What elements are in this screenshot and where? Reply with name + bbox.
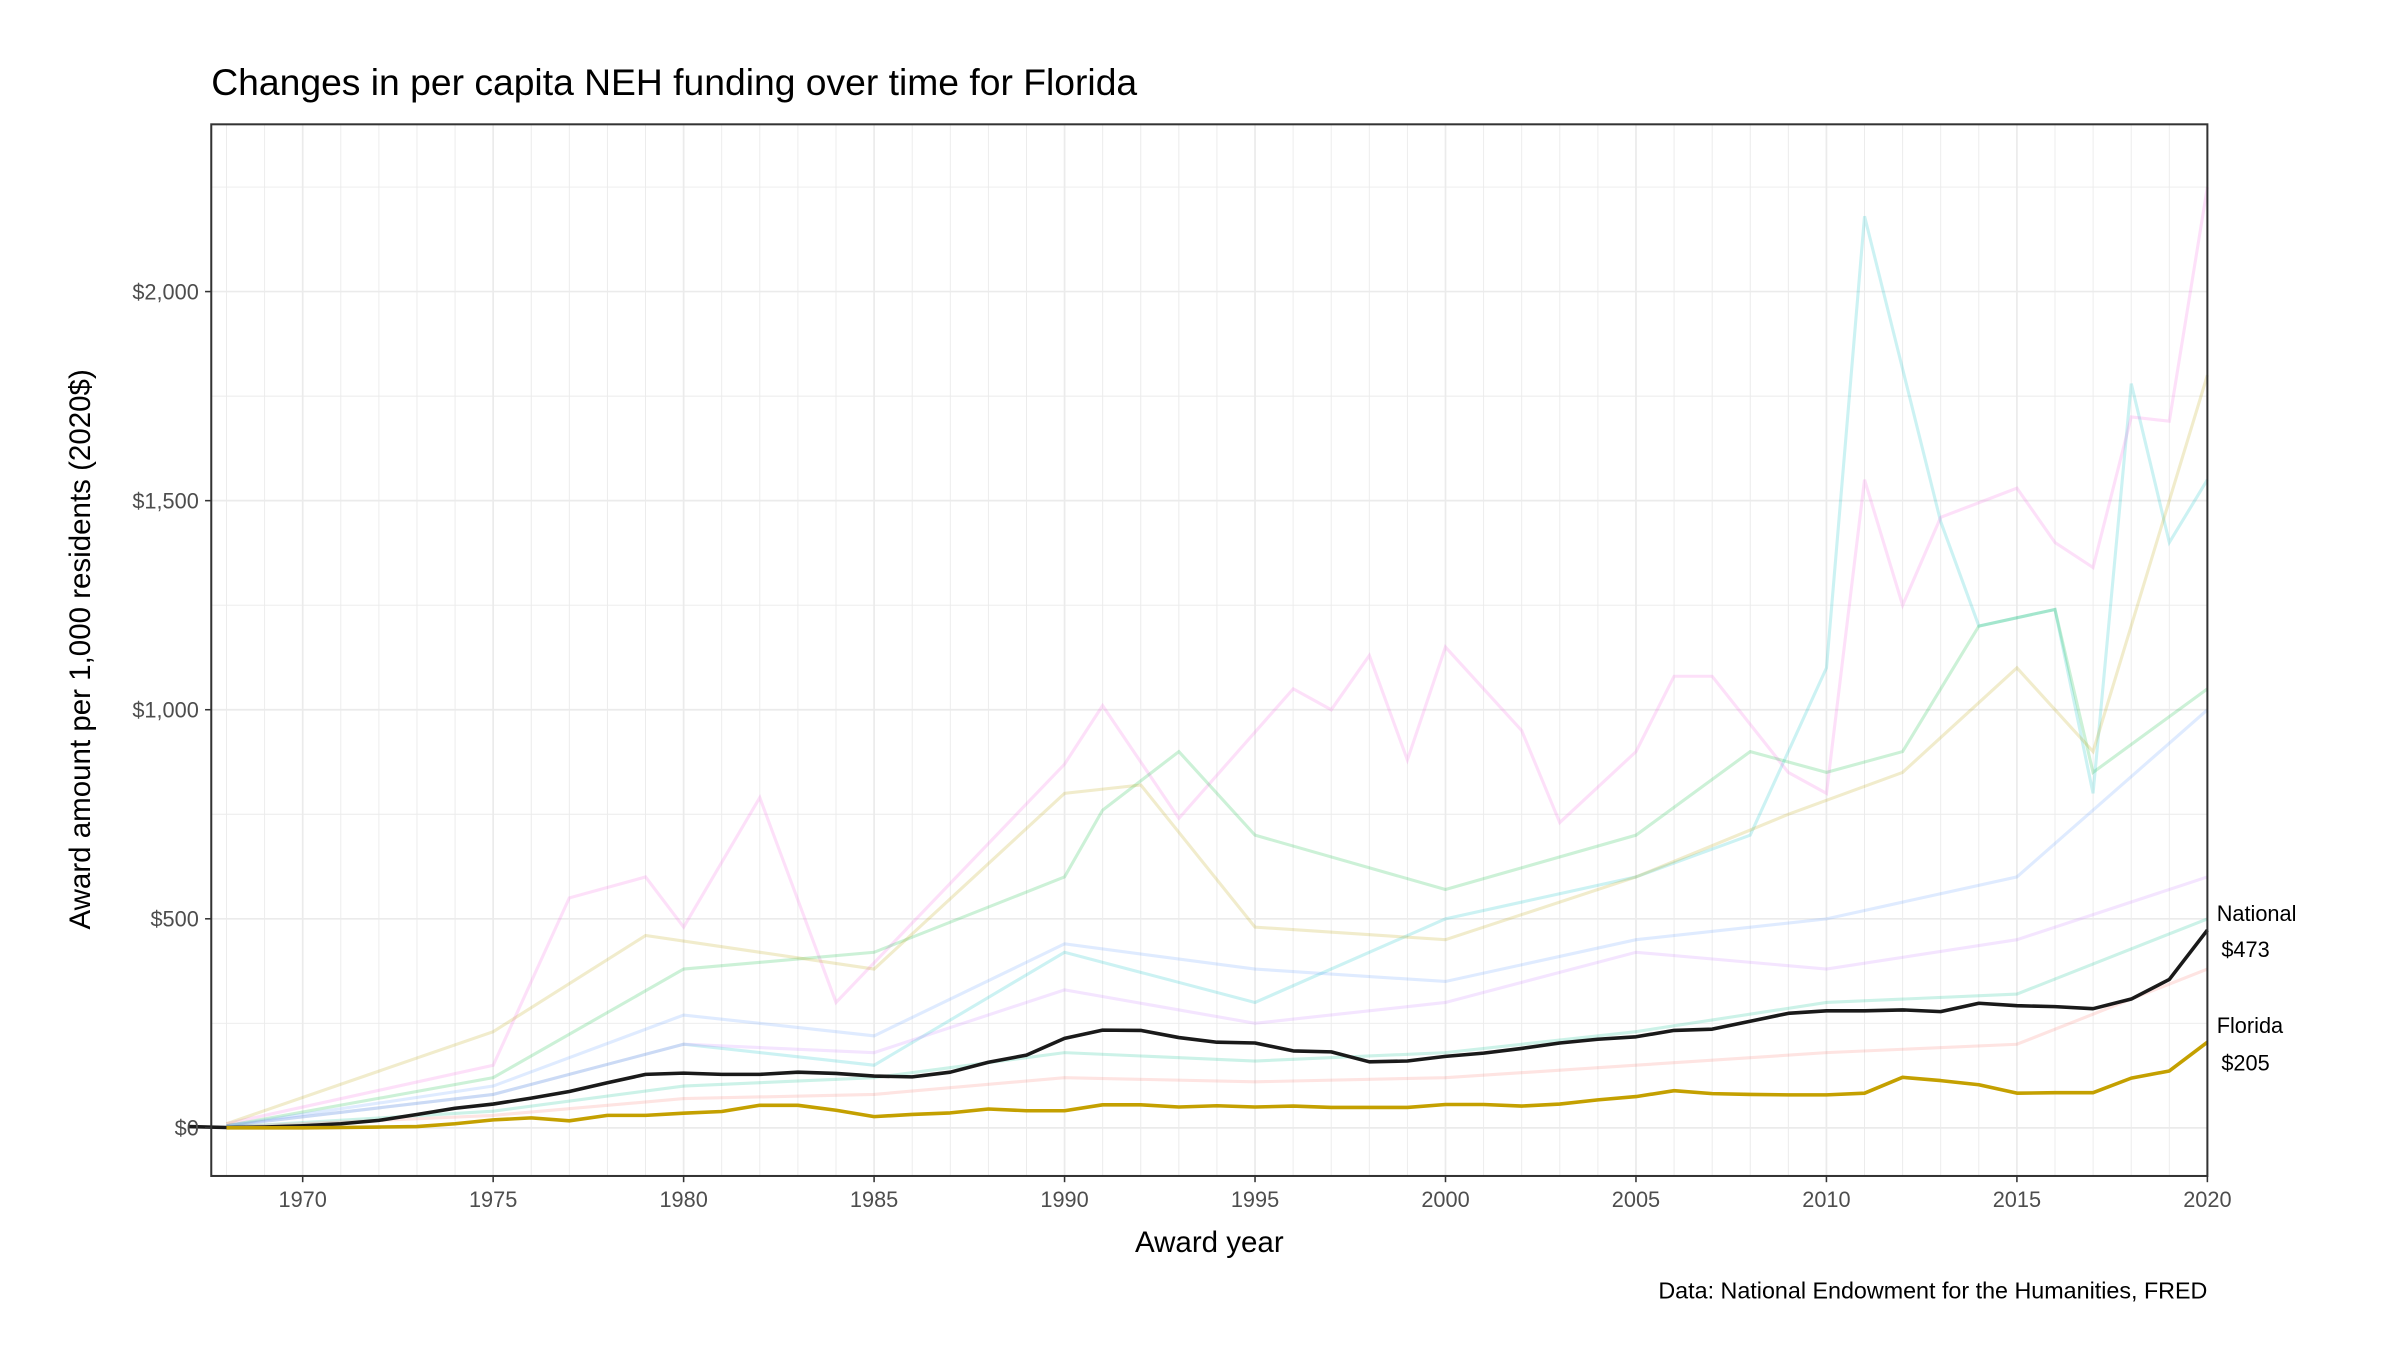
- y-tick-label: $0: [175, 1116, 199, 1141]
- national-series-line: [188, 928, 2209, 1130]
- x-tick-label: 2005: [1612, 1187, 1660, 1212]
- state-series-line: [226, 875, 2208, 1128]
- florida-label: Florida: [2217, 1013, 2284, 1038]
- highlight-series: [188, 928, 2209, 1130]
- y-tick-label: $2,000: [132, 279, 198, 304]
- chart-title: Changes in per capita NEH funding over t…: [211, 61, 1137, 103]
- state-series-line: [226, 967, 2208, 1129]
- y-axis-title: Award amount per 1,000 residents (2020$): [64, 369, 97, 929]
- x-tick-label: 1990: [1040, 1187, 1088, 1212]
- national-label: National: [2217, 901, 2297, 926]
- state-series-line: [225, 374, 2209, 1126]
- x-tick-label: 1985: [850, 1187, 898, 1212]
- state-series-line: [226, 917, 2208, 1129]
- y-tick-label: $1,500: [132, 488, 198, 513]
- y-tick-label: $500: [150, 907, 198, 932]
- x-tick-label: 1980: [659, 1187, 707, 1212]
- background-series: [225, 186, 2209, 1129]
- x-tick-label: 1970: [279, 1187, 327, 1212]
- plot-panel: [211, 124, 2208, 1176]
- plot-border: [210, 123, 2209, 1177]
- state-series-line: [226, 708, 2209, 1128]
- x-tick-label: 2015: [1993, 1187, 2041, 1212]
- x-tick-label: 2020: [2183, 1187, 2231, 1212]
- state-series-line: [226, 215, 2209, 1128]
- caption: Data: National Endowment for the Humanit…: [1658, 1278, 2207, 1304]
- florida-value-label: $205: [2221, 1050, 2269, 1075]
- x-axis-title: Award year: [1135, 1226, 1284, 1259]
- y-tick-label: $1,000: [132, 697, 198, 722]
- x-tick-label: 2010: [1802, 1187, 1850, 1212]
- state-series-line: [226, 186, 2209, 1126]
- grid: [211, 124, 2209, 1176]
- x-tick-label: 1995: [1231, 1187, 1279, 1212]
- x-tick-label: 2000: [1421, 1187, 1469, 1212]
- national-value-label: $473: [2221, 937, 2269, 962]
- x-tick-label: 1975: [469, 1187, 517, 1212]
- axes: 1970 1975 1980 1985 1990 1995 2000 2005 2010 2015…: [132, 279, 2296, 1212]
- state-series-line: [226, 607, 2209, 1128]
- florida-series-line: [226, 1040, 2209, 1130]
